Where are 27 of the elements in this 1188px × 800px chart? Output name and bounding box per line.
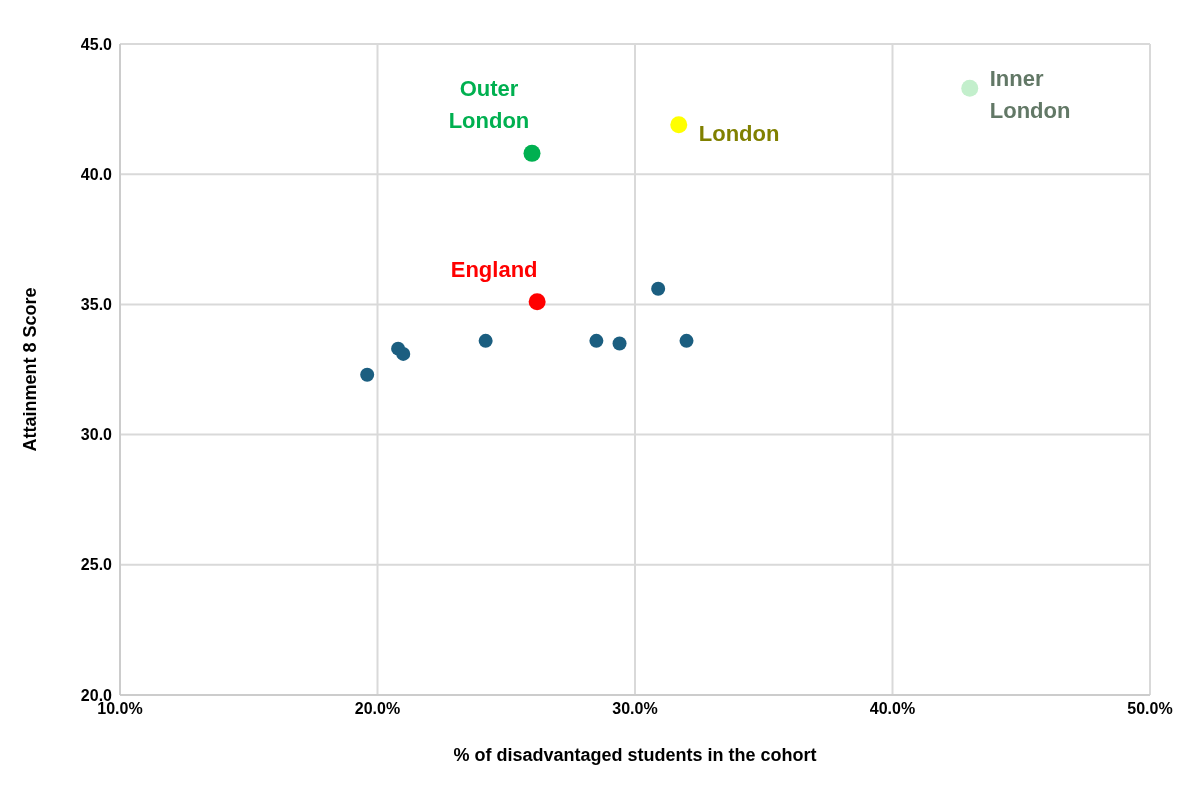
point [528, 293, 546, 311]
series-label: Outer London [448, 76, 530, 134]
x-tick-label: 40.0% [869, 700, 916, 718]
y-axis-title: Attainment 8 Score [20, 287, 41, 452]
x-axis-title: % of disadvantaged students in the cohort [453, 745, 817, 765]
point [670, 116, 688, 134]
point [612, 336, 627, 351]
y-tick-label: 25.0 [80, 556, 113, 574]
point [478, 333, 493, 348]
y-tick-label: 45.0 [80, 35, 113, 53]
x-tick-label: 30.0% [612, 700, 658, 718]
point [651, 281, 666, 296]
point [589, 333, 604, 348]
point [396, 346, 411, 361]
series-label: England [450, 256, 538, 282]
x-tick-label: 20.0% [354, 700, 401, 718]
point [961, 79, 979, 97]
point [523, 144, 541, 162]
point [360, 367, 375, 382]
x-tick-label: 50.0% [1127, 700, 1173, 718]
y-tick-label: 40.0 [80, 165, 113, 183]
y-tick-label: 30.0 [80, 426, 113, 444]
point [679, 333, 694, 348]
y-tick-label: 35.0 [80, 296, 113, 314]
series-label: London [698, 120, 780, 146]
x-tick-label: 10.0% [97, 700, 143, 718]
series-label: Inner London [989, 66, 1071, 124]
